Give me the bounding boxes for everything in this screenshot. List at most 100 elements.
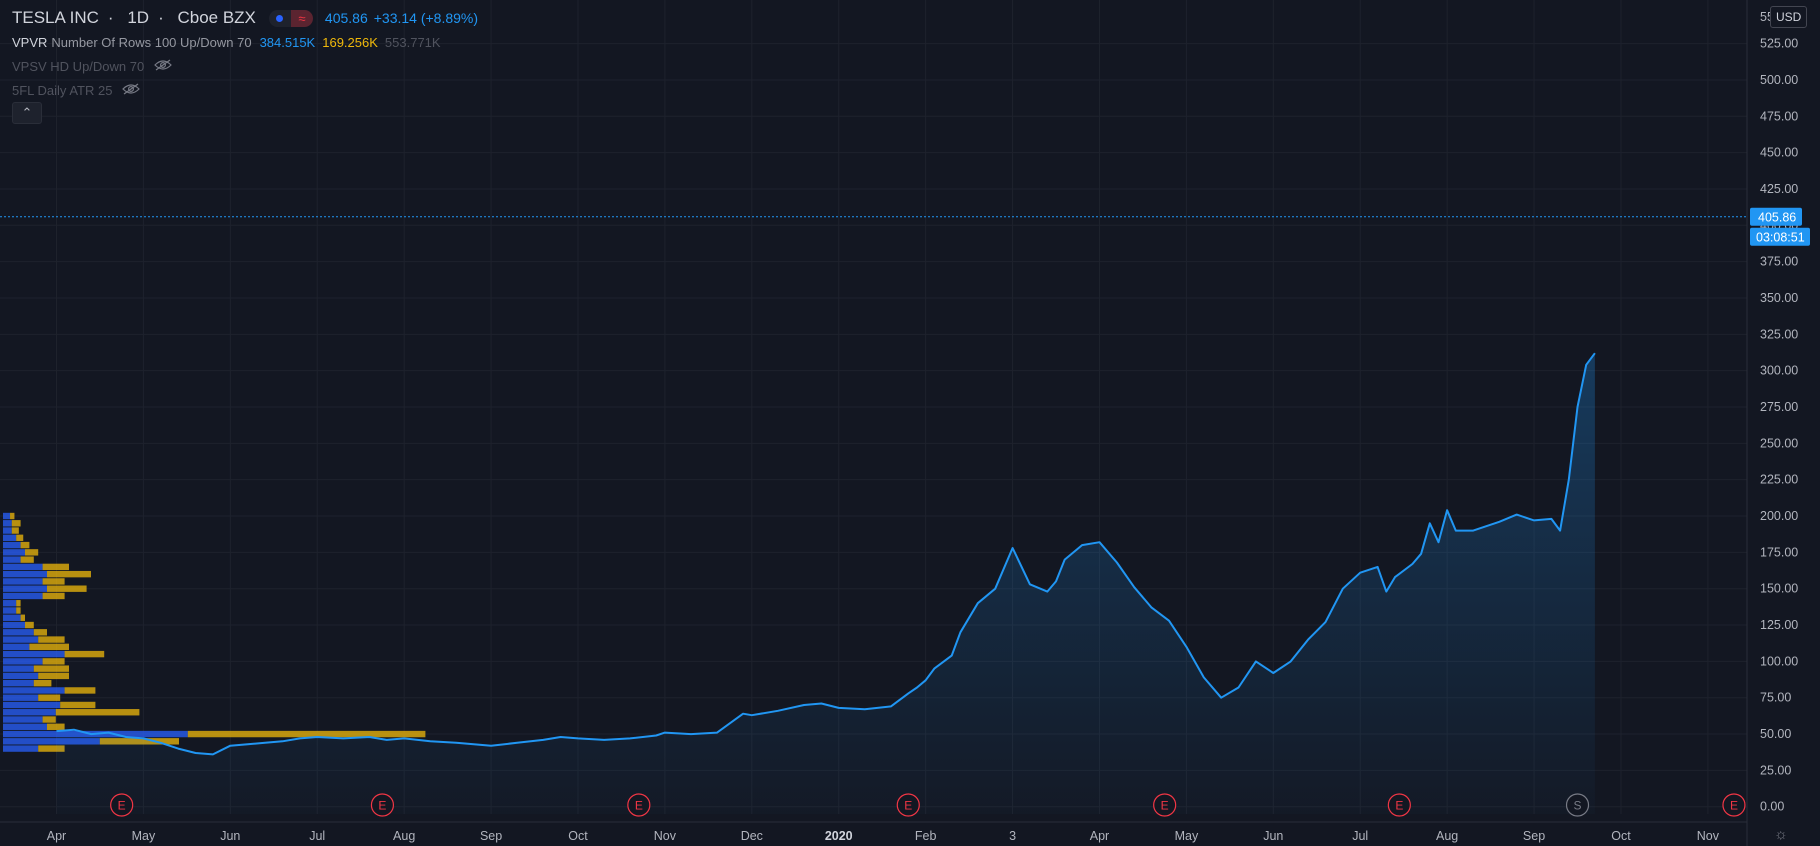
vp-up-bar [3,585,47,592]
indicator-name: VPVR [12,34,48,50]
vp-up-bar [3,563,43,571]
earnings-marker[interactable]: E [1387,793,1411,817]
volume-profile [3,512,426,752]
time-tick-label: Dec [741,829,763,843]
symbol-title[interactable]: TESLA INC · 1D · Cboe BZX [12,8,265,28]
split-marker[interactable]: S [1565,793,1590,817]
time-tick-label: Oct [1611,829,1631,843]
marker-circle [110,793,134,817]
time-tick-label: Oct [568,829,588,843]
time-tick-label: Aug [393,829,415,843]
indicator-vpsv[interactable]: VPSV HD Up/Down 70 [12,54,478,78]
price-change: +33.14 (+8.89%) [373,10,479,26]
time-tick-label: Sep [480,829,502,843]
price-tick-label: 375.00 [1760,255,1798,269]
time-tick-label: May [1175,829,1199,843]
vp-up-bar [3,520,12,527]
vp-down-bar [33,665,69,672]
market-status-pill[interactable]: ≈ [268,9,313,27]
vp-down-bar [38,636,65,643]
vp-up-bar [3,527,12,534]
indicator-vpvr[interactable]: VPVR Number Of Rows 100 Up/Down 70 384.5… [12,30,478,54]
current-price-bg [1750,207,1802,226]
time-tick-label: May [132,829,156,843]
vp-up-bar [3,687,65,694]
countdown-bg [1750,227,1810,246]
marker-label: E [378,799,386,813]
vp-up-bar [3,701,61,709]
vp-up-bar [3,534,17,542]
settings-gear-icon[interactable]: ☼ [1774,826,1788,843]
price-tick-label: 200.00 [1760,509,1798,523]
vp-down-bar [33,629,47,636]
vp-down-bar [11,520,21,527]
hidden-eye-icon[interactable] [122,83,141,98]
total-volume-value: 553.771K [384,34,441,50]
price-tick-label: 325.00 [1760,327,1798,341]
vp-up-bar [3,621,25,629]
time-tick-label: Jul [1352,829,1368,843]
vp-up-bar [3,600,17,607]
vp-down-bar [42,658,65,665]
collapse-legend-button[interactable]: ⌃ [12,102,42,124]
vp-down-bar [42,592,65,600]
price-tick-label: 150.00 [1760,582,1798,596]
marker-circle [1387,793,1411,817]
vp-up-bar [3,556,21,563]
vp-up-bar [3,578,43,585]
vp-up-bar [3,745,39,752]
vp-down-bar [10,512,15,520]
price-tick-label: 175.00 [1760,545,1798,559]
earnings-marker[interactable]: E [370,793,395,817]
vp-up-bar [3,614,21,621]
price-tick-label: 125.00 [1760,618,1798,632]
time-tick-label: Apr [1090,829,1109,843]
countdown-text: 03:08:51 [1756,230,1805,244]
time-tick-label: 3 [1009,829,1016,843]
earnings-marker[interactable]: E [896,793,920,817]
data-delay-icon: ≈ [290,9,313,27]
vp-down-bar [47,570,91,578]
price-tick-label: 425.00 [1760,182,1798,196]
vp-down-bar [16,607,21,614]
vp-down-bar [20,541,30,549]
vp-down-bar [64,650,105,658]
vp-down-bar [47,585,87,592]
earnings-marker[interactable]: E [1153,793,1177,817]
vp-down-bar [25,549,39,556]
vp-up-bar [3,694,39,701]
vp-down-bar [42,578,65,585]
price-line [56,352,1596,756]
current-price-text: 405.86 [1758,210,1796,224]
vp-up-bar [3,607,17,614]
price-axis: 0.00 25.00 50.00 75.00 100.00 125.00 150.00 175… [1746,0,1798,846]
price-tick-label: 525.00 [1760,37,1798,51]
time-tick-label: 2020 [825,829,853,843]
indicator-params: Number Of Rows 100 Up/Down 70 [51,34,252,50]
hidden-eye-icon[interactable] [154,59,173,74]
time-tick-label: Apr [47,829,66,843]
interval-label[interactable]: 1D [127,8,150,27]
vp-up-bar [3,592,43,600]
symbol-name[interactable]: TESLA INC [12,8,99,27]
time-tick-label: Jun [220,829,240,843]
earnings-marker[interactable]: E [110,793,134,817]
symbol-sep-1: · [107,8,114,27]
time-tick-label: Sep [1523,829,1545,843]
symbol-sep-2: · [158,8,164,27]
time-tick-label: Aug [1436,829,1458,843]
vp-down-bar [38,694,61,701]
vp-down-bar [38,672,69,680]
vp-up-bar [3,541,21,549]
currency-badge[interactable]: USD [1770,6,1808,28]
vp-down-bar [55,709,140,716]
vp-up-bar [3,570,47,578]
marker-label: E [1161,799,1169,813]
vp-up-bar [3,738,100,745]
earnings-marker[interactable]: E [627,793,651,817]
indicator-atr[interactable]: 5FL Daily ATR 25 [12,78,478,102]
earnings-marker[interactable]: E [1722,793,1746,817]
price-tick-label: 450.00 [1760,146,1798,160]
